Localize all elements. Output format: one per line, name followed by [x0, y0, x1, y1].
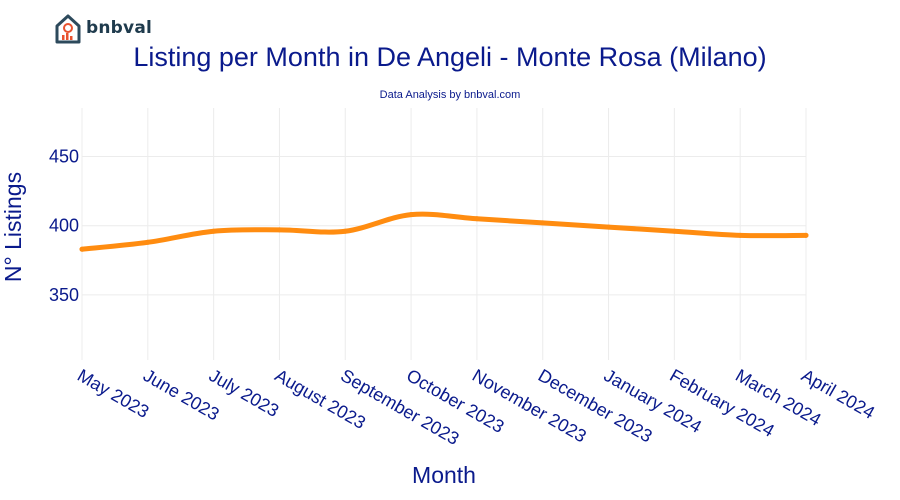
chart-title: Listing per Month in De Angeli - Monte R… [133, 42, 767, 72]
y-tick-label: 450 [49, 146, 79, 166]
x-tick-label: May 2023 [74, 365, 152, 422]
data-point [79, 246, 85, 252]
data-point [671, 228, 677, 234]
x-tick-label: November 2023 [469, 365, 590, 446]
series-line [79, 211, 809, 252]
grid [81, 108, 807, 360]
data-point [276, 227, 282, 233]
x-tick-label: September 2023 [337, 365, 462, 449]
y-tick-label: 400 [49, 216, 79, 236]
x-axis-title: Month [412, 462, 476, 488]
chart-subtitle: Data Analysis by bnbval.com [379, 89, 521, 101]
y-axis-title: N° Listings [0, 172, 26, 282]
data-point [540, 220, 546, 226]
x-tick-label: December 2023 [535, 365, 656, 446]
y-axis-ticks: 350 400 450 [49, 146, 79, 304]
data-point [342, 228, 348, 234]
brand-name: bnbval [86, 18, 153, 38]
data-point [474, 216, 480, 222]
data-point [211, 228, 217, 234]
y-tick-label: 350 [49, 285, 79, 305]
series-layer [79, 211, 809, 252]
data-point [606, 224, 612, 230]
data-point [145, 239, 151, 245]
data-point [737, 232, 743, 238]
brand-logo: bnbval [54, 12, 152, 44]
house-chart-icon [55, 14, 81, 44]
data-point [803, 232, 809, 238]
data-point [408, 212, 414, 218]
